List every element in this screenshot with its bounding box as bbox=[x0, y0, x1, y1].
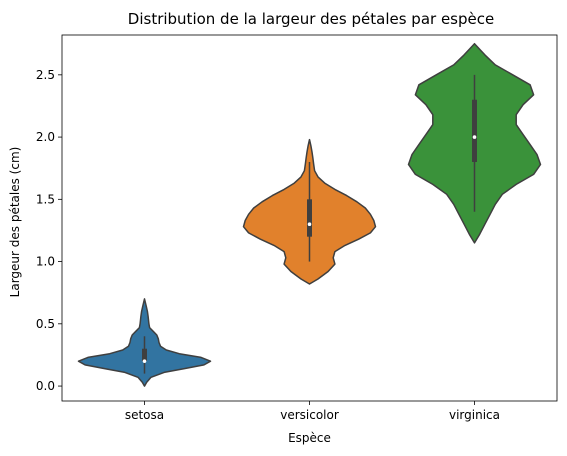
x-tick-label: setosa bbox=[125, 408, 164, 422]
median-point-virginica bbox=[472, 135, 477, 139]
iqr-box-versicolor bbox=[307, 199, 312, 237]
chart-title: Distribution de la largeur des pétales p… bbox=[128, 10, 494, 28]
x-axis: setosa versicolor virginica bbox=[125, 401, 500, 422]
x-tick-label: virginica bbox=[449, 408, 500, 422]
x-axis-label: Espèce bbox=[288, 431, 331, 445]
x-tick-label: versicolor bbox=[280, 408, 339, 422]
y-axis-label: Largeur des pétales (cm) bbox=[8, 147, 22, 298]
y-tick-label: 2.0 bbox=[36, 130, 55, 144]
y-axis: 0.0 0.5 1.0 1.5 2.0 2.5 bbox=[36, 68, 62, 393]
y-tick-label: 0.5 bbox=[36, 317, 55, 331]
y-tick-label: 0.0 bbox=[36, 379, 55, 393]
iqr-box-virginica bbox=[472, 99, 477, 162]
plot-area bbox=[61, 34, 558, 402]
y-tick-label: 1.0 bbox=[36, 255, 55, 269]
median-point-versicolor bbox=[307, 222, 312, 227]
median-point-setosa bbox=[142, 359, 147, 363]
iqr-box-setosa bbox=[142, 348, 147, 362]
y-tick-label: 1.5 bbox=[36, 192, 55, 206]
y-tick-label: 2.5 bbox=[36, 68, 55, 82]
